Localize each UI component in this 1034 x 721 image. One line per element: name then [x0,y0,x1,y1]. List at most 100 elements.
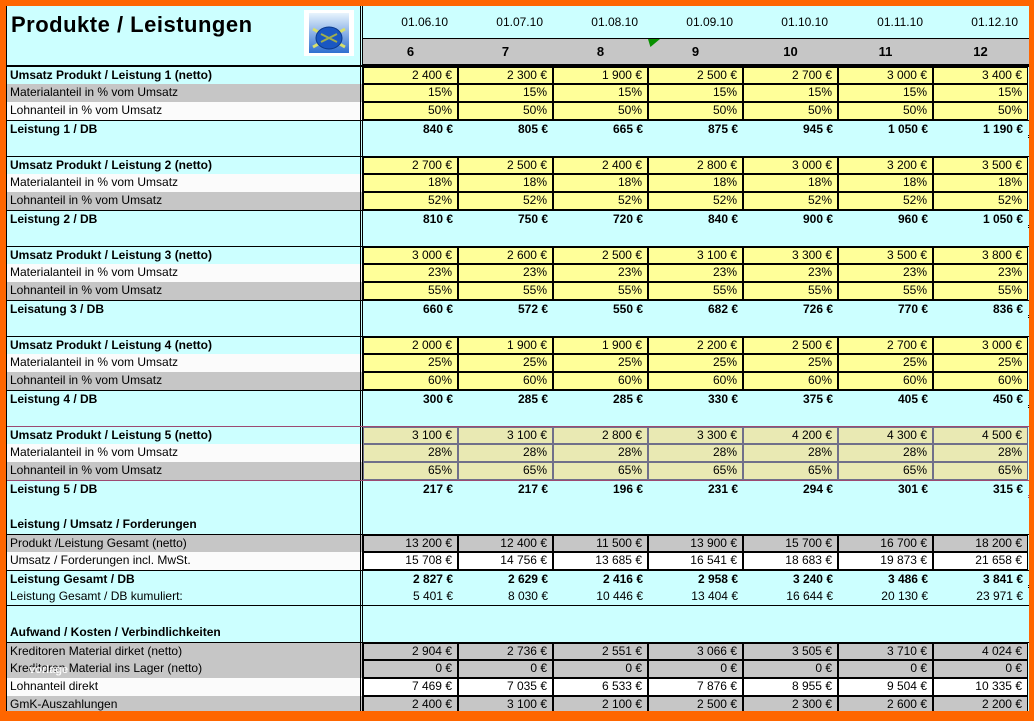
number-header-cell[interactable]: 7 [501,44,510,59]
table-cell[interactable]: 2 629 € [458,571,553,588]
table-cell[interactable]: 3 100 € [648,247,743,264]
table-cell[interactable]: 60% [363,372,458,390]
table-cell[interactable]: 2 200 € [933,696,1028,711]
table-cell[interactable]: 15% [933,84,1028,102]
table-cell[interactable]: 10 446 € [553,588,648,605]
row-label[interactable]: Umsatz Produkt / Leistung 1 (netto) [7,67,363,84]
table-cell[interactable]: 2 100 € [553,696,648,711]
table-cell[interactable]: 55% [363,282,458,300]
table-cell[interactable]: 28% [743,444,838,462]
date-header-cell[interactable]: 01.10.10 [781,15,828,29]
table-cell[interactable]: 60% [933,372,1028,390]
table-cell[interactable]: 2 300 € [743,696,838,711]
table-cell[interactable]: 750 € [458,211,553,228]
date-header-cell[interactable]: 01.12.10 [971,15,1018,29]
table-cell[interactable]: 196 € [553,481,648,498]
date-header-cell[interactable]: 01.07.10 [496,15,543,29]
table-cell[interactable]: 25% [363,354,458,372]
table-cell[interactable]: 2 700 € [838,337,933,354]
table-cell[interactable]: 55% [458,282,553,300]
row-label[interactable]: Lohnanteil direkt [7,678,363,696]
table-cell[interactable]: 28% [648,444,743,462]
table-cell[interactable]: 25% [838,354,933,372]
table-cell[interactable]: 4 300 € [838,427,933,444]
table-cell[interactable]: 18% [838,174,933,192]
table-cell[interactable]: 65% [743,462,838,480]
row-label[interactable]: Umsatz / Forderungen incl. MwSt. [7,552,363,570]
table-cell[interactable]: 3 100 € [458,427,553,444]
table-cell[interactable]: 4 024 € [933,643,1028,660]
row-label[interactable]: Leistung 5 / DB [7,481,363,498]
table-cell[interactable]: 294 € [743,481,838,498]
table-cell[interactable]: 18% [933,174,1028,192]
date-header-cell[interactable]: 01.11.10 [877,15,923,29]
table-cell[interactable]: 55% [553,282,648,300]
table-cell[interactable]: 18% [458,174,553,192]
table-cell[interactable]: 60% [553,372,648,390]
table-cell[interactable]: 23 971 € [933,588,1028,605]
table-cell[interactable]: 20 130 € [838,588,933,605]
table-cell[interactable]: 18 200 € [933,535,1028,552]
table-cell[interactable]: 1 900 € [553,67,648,84]
table-cell[interactable]: 3 300 € [743,247,838,264]
table-cell[interactable]: 60% [743,372,838,390]
number-header-cell[interactable]: 11 [878,44,893,59]
table-cell[interactable]: 4 200 € [743,427,838,444]
row-label[interactable]: Umsatz Produkt / Leistung 4 (netto) [7,337,363,354]
table-cell[interactable]: 28% [363,444,458,462]
row-label[interactable]: Lohnanteil in % vom Umsatz [7,282,363,300]
table-cell[interactable]: 18 683 € [743,552,838,570]
table-cell[interactable]: 805 € [458,121,553,138]
table-cell[interactable]: 60% [458,372,553,390]
table-cell[interactable]: 2 958 € [648,571,743,588]
table-cell[interactable]: 16 644 € [743,588,838,605]
table-cell[interactable]: 18% [553,174,648,192]
number-header-cell[interactable]: 6 [406,44,415,59]
table-cell[interactable]: 0 € [363,660,458,678]
row-label[interactable]: Umsatz Produkt / Leistung 3 (netto) [7,247,363,264]
table-cell[interactable]: 50% [553,102,648,120]
table-cell[interactable]: 3 000 € [363,247,458,264]
row-label[interactable]: Leistung Gesamt / DB [7,571,363,588]
table-cell[interactable]: 0 € [648,660,743,678]
table-cell[interactable]: 15% [743,84,838,102]
table-cell[interactable]: 2 400 € [363,67,458,84]
table-cell[interactable]: 25% [648,354,743,372]
table-cell[interactable]: 28% [838,444,933,462]
number-header-cell[interactable]: 12 [973,44,988,59]
table-cell[interactable]: 2 500 € [458,157,553,174]
table-cell[interactable]: 55% [838,282,933,300]
table-cell[interactable]: 810 € [363,211,458,228]
table-cell[interactable]: 3 400 € [933,67,1028,84]
table-cell[interactable]: 3 500 € [838,247,933,264]
table-cell[interactable]: 11 500 € [553,535,648,552]
row-label[interactable]: Leistung Gesamt / DB kumuliert: [7,588,363,605]
table-cell[interactable]: 375 € [743,391,838,408]
row-label[interactable]: Leistung 2 / DB [7,211,363,228]
table-cell[interactable]: 52% [838,192,933,210]
table-cell[interactable]: 1 900 € [458,337,553,354]
table-cell[interactable]: 52% [363,192,458,210]
table-cell[interactable]: 770 € [838,301,933,318]
table-cell[interactable]: 15% [553,84,648,102]
row-label[interactable]: Produkt /Leistung Gesamt (netto) [7,535,363,552]
table-cell[interactable]: 9 504 € [838,678,933,696]
table-cell[interactable]: 550 € [553,301,648,318]
table-cell[interactable]: 285 € [458,391,553,408]
table-cell[interactable]: 3 240 € [743,571,838,588]
table-cell[interactable]: 65% [933,462,1028,480]
table-cell[interactable]: 52% [743,192,838,210]
table-cell[interactable]: 945 € [743,121,838,138]
table-cell[interactable]: 65% [838,462,933,480]
row-label[interactable]: Materialanteil in % vom Umsatz [7,174,363,192]
table-cell[interactable]: 60% [648,372,743,390]
table-cell[interactable]: 726 € [743,301,838,318]
table-cell[interactable]: 65% [458,462,553,480]
table-cell[interactable]: 23% [743,264,838,282]
row-label[interactable]: Lohnanteil in % vom Umsatz [7,372,363,390]
table-cell[interactable]: 2 200 € [648,337,743,354]
table-cell[interactable]: 660 € [363,301,458,318]
table-cell[interactable]: 25% [933,354,1028,372]
table-cell[interactable]: 3 000 € [743,157,838,174]
table-cell[interactable]: 330 € [648,391,743,408]
